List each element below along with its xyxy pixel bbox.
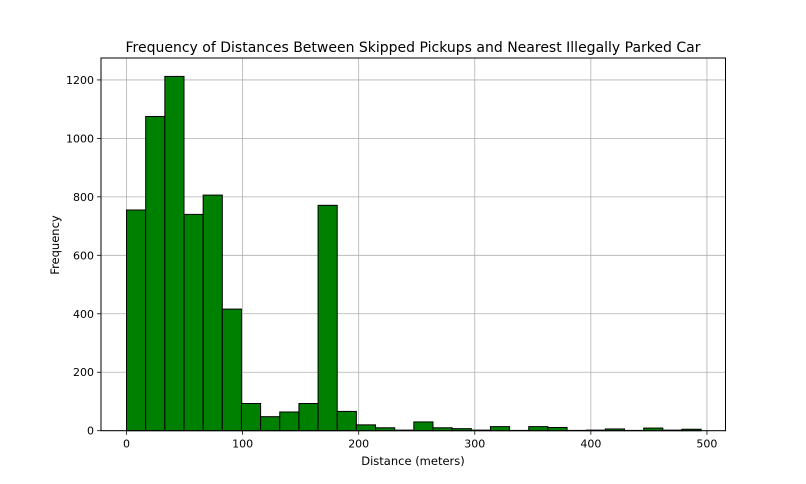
y-axis-label: Frequency: [48, 215, 62, 275]
x-tick-label: 200: [348, 438, 369, 451]
x-axis-label: Distance (meters): [361, 454, 465, 468]
histogram-bar: [355, 424, 377, 432]
histogram-bar: [279, 411, 300, 432]
histogram-bar: [413, 421, 434, 432]
x-tick-label: 300: [464, 438, 485, 451]
histogram-bar: [317, 204, 338, 432]
histogram-bar: [298, 403, 319, 432]
y-tick-label: 400: [73, 308, 94, 321]
x-tick-label: 0: [123, 438, 130, 451]
histogram-bar: [489, 426, 511, 432]
histogram-bar: [202, 194, 223, 432]
chart-title: Frequency of Distances Between Skipped P…: [126, 40, 701, 56]
histogram-bar: [183, 213, 204, 432]
histogram-bar: [528, 426, 549, 432]
y-tick-label: 0: [87, 425, 94, 438]
y-axis-ticks: 0 200 400 600 800 1000 1200: [66, 74, 101, 438]
y-tick-label: 1200: [66, 74, 94, 87]
histogram-bar: [164, 75, 185, 432]
histogram-bar: [260, 416, 281, 432]
x-tick-label: 100: [232, 438, 253, 451]
histogram-bar: [126, 209, 147, 432]
histogram-bars: [126, 75, 702, 432]
y-tick-label: 200: [73, 366, 94, 379]
x-axis-ticks: 0 100 200 300 400 500: [123, 430, 717, 451]
y-tick-label: 1000: [66, 132, 94, 145]
y-tick-label: 600: [73, 249, 94, 262]
histogram-bar: [336, 410, 357, 432]
histogram-bar: [240, 403, 262, 432]
histogram-bar: [221, 308, 242, 432]
histogram-bar: [145, 115, 166, 432]
y-tick-label: 800: [73, 191, 94, 204]
x-tick-label: 400: [580, 438, 601, 451]
x-tick-label: 500: [696, 438, 717, 451]
plot-frame: [100, 57, 726, 432]
